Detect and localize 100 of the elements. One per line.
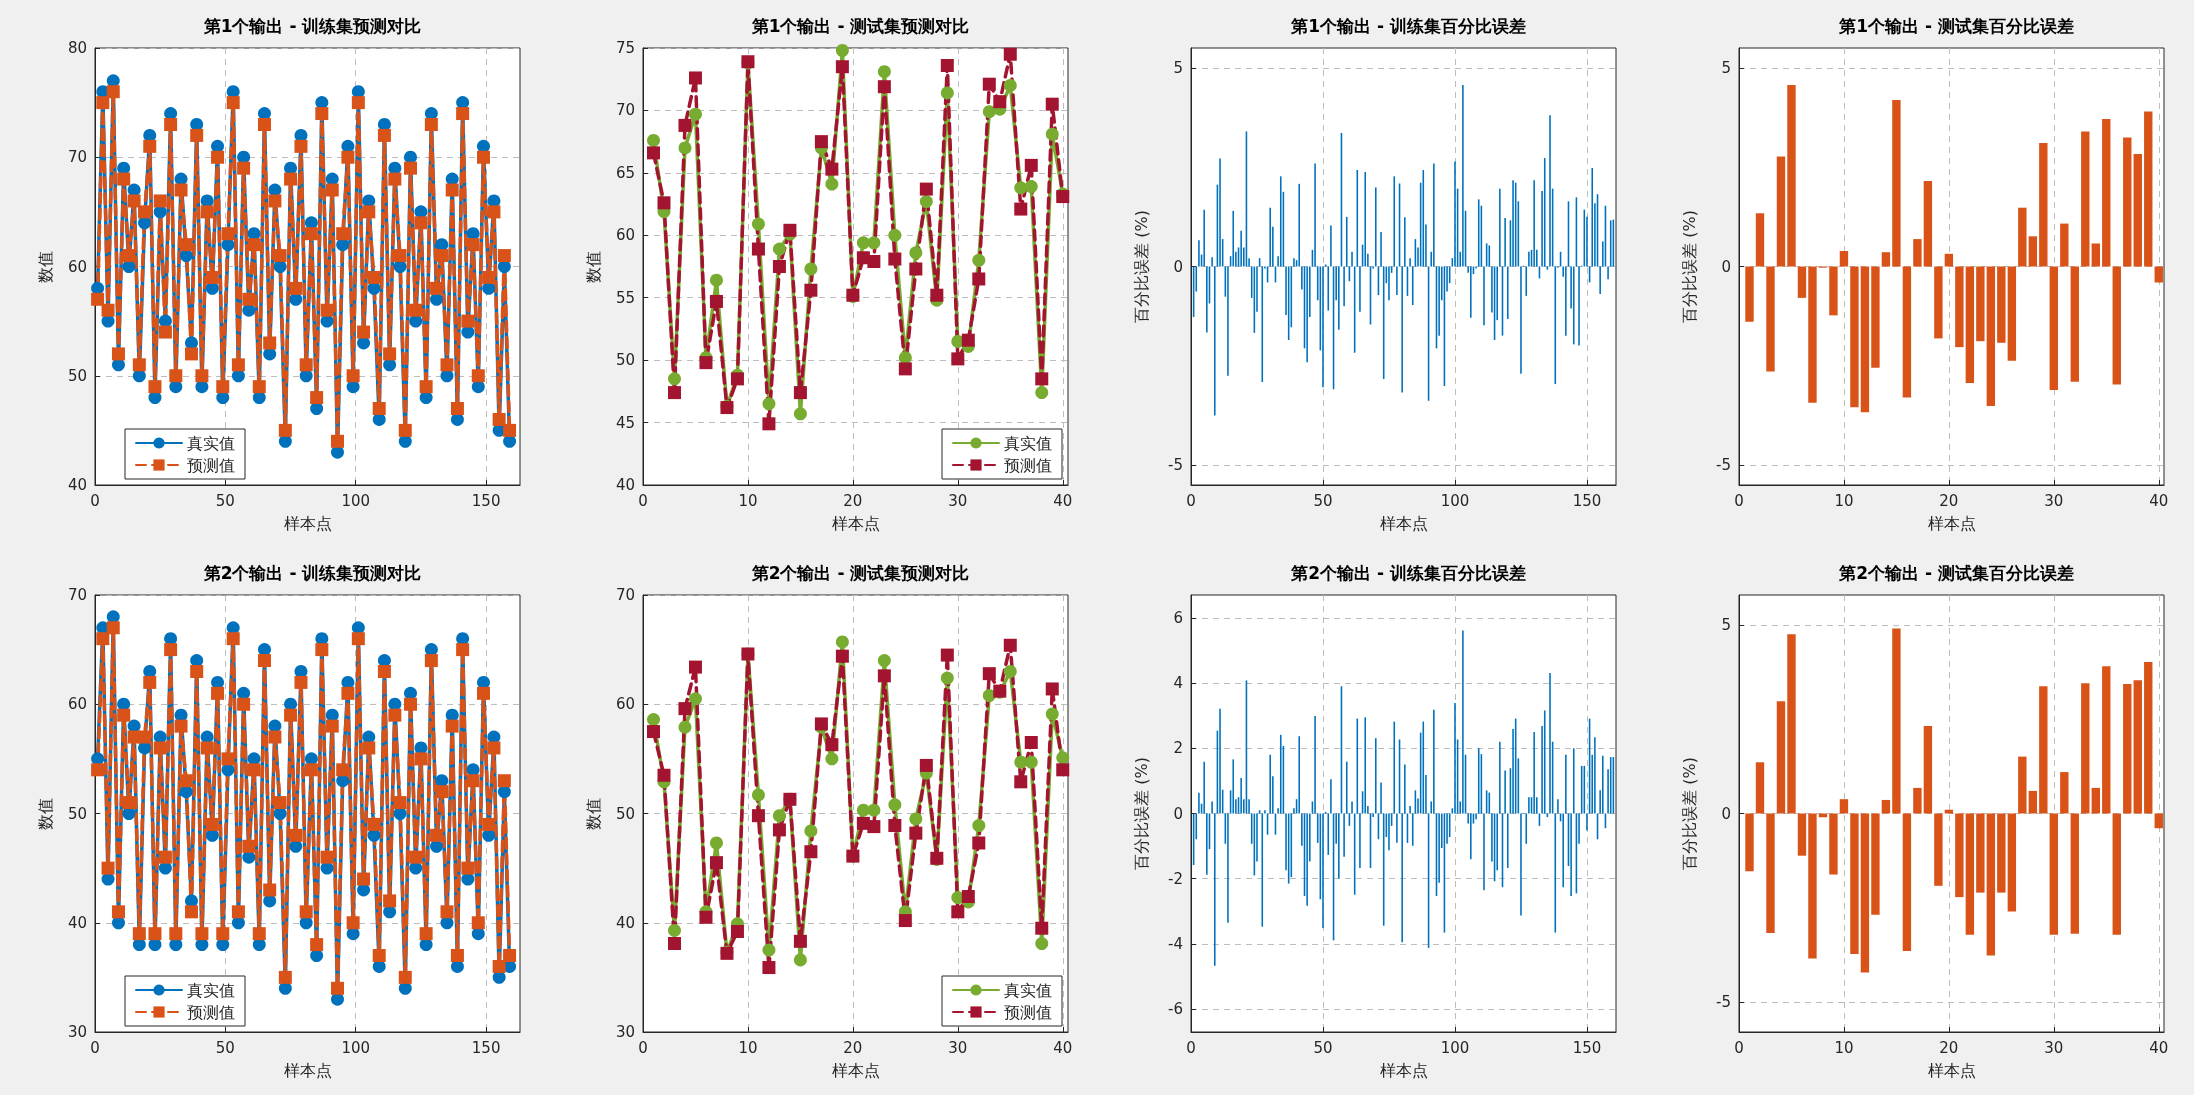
bar bbox=[1881, 799, 1891, 814]
x-tick-label: 100 bbox=[1440, 1038, 1470, 1057]
point bbox=[1014, 202, 1028, 216]
y-tick-label: 45 bbox=[615, 413, 635, 432]
point bbox=[867, 803, 881, 817]
bar bbox=[2007, 266, 2017, 361]
point bbox=[888, 252, 902, 266]
x-tick-label: 150 bbox=[1572, 1038, 1602, 1057]
point bbox=[930, 288, 944, 302]
y-tick-label: -4 bbox=[1168, 934, 1183, 953]
y-tick-label: -5 bbox=[1716, 456, 1731, 475]
point bbox=[835, 635, 849, 649]
bar bbox=[1871, 813, 1880, 915]
point bbox=[825, 752, 839, 766]
bar bbox=[1892, 628, 1901, 814]
point bbox=[888, 798, 902, 812]
point bbox=[1003, 47, 1017, 61]
bar bbox=[2049, 813, 2059, 935]
bar bbox=[1755, 762, 1765, 814]
bar bbox=[2144, 662, 2153, 814]
point bbox=[804, 845, 818, 859]
point bbox=[793, 386, 807, 400]
point bbox=[699, 910, 713, 924]
y-axis-title: 数值 bbox=[583, 797, 603, 830]
y-tick-label: 0 bbox=[1173, 804, 1183, 823]
y-tick-label: -6 bbox=[1168, 1000, 1183, 1019]
legend-label: 预测值 bbox=[187, 1002, 235, 1022]
x-axis-title: 样本点 bbox=[1379, 513, 1428, 533]
bar bbox=[1755, 213, 1765, 267]
point bbox=[1014, 755, 1028, 769]
point bbox=[867, 820, 881, 834]
x-tick-label: 0 bbox=[1734, 1038, 1744, 1057]
y-tick-label: 60 bbox=[67, 257, 87, 276]
x-tick-label: 20 bbox=[1939, 491, 1959, 510]
y-tick-label: 40 bbox=[615, 476, 635, 494]
x-tick-label: 50 bbox=[1313, 1038, 1333, 1057]
point bbox=[1024, 158, 1038, 172]
point bbox=[762, 397, 776, 411]
point bbox=[804, 283, 818, 297]
point bbox=[678, 702, 692, 716]
x-tick-label: 20 bbox=[843, 491, 863, 510]
y-tick-label: 50 bbox=[67, 804, 87, 823]
y-tick-label: 70 bbox=[67, 586, 87, 604]
chart-title: 第1个输出 - 训练集百分比误差 bbox=[1290, 15, 1526, 36]
bar bbox=[2123, 137, 2132, 267]
bar bbox=[2091, 787, 2100, 814]
x-tick-label: 150 bbox=[1572, 491, 1602, 510]
point bbox=[972, 836, 986, 850]
point bbox=[657, 196, 671, 210]
point bbox=[877, 669, 891, 683]
bar bbox=[1986, 266, 1996, 406]
point bbox=[762, 417, 776, 431]
bar bbox=[2070, 266, 2079, 382]
bar bbox=[1965, 813, 1975, 935]
point bbox=[919, 195, 933, 209]
point bbox=[1056, 763, 1070, 777]
point bbox=[793, 953, 807, 967]
y-axis-title: 百分比误差 (%) bbox=[1131, 210, 1151, 323]
y-axis-title: 百分比误差 (%) bbox=[1679, 210, 1699, 323]
point bbox=[877, 65, 891, 79]
y-tick-label: 2 bbox=[1173, 739, 1183, 758]
point bbox=[1035, 937, 1049, 950]
y-tick-label: 80 bbox=[67, 39, 87, 57]
x-tick-label: 30 bbox=[948, 1038, 968, 1057]
bar bbox=[1860, 266, 1870, 413]
bar bbox=[2123, 683, 2132, 814]
point bbox=[709, 856, 723, 870]
y-tick-label: 0 bbox=[1721, 257, 1731, 276]
point bbox=[647, 713, 660, 727]
x-tick-label: 50 bbox=[215, 491, 235, 510]
point bbox=[1003, 78, 1017, 92]
point bbox=[1024, 755, 1038, 769]
x-tick-label: 20 bbox=[843, 1038, 863, 1057]
bar bbox=[2081, 131, 2090, 267]
legend-label: 预测值 bbox=[1004, 455, 1052, 475]
x-tick-label: 10 bbox=[738, 491, 758, 510]
y-tick-label: 50 bbox=[615, 351, 635, 370]
point bbox=[951, 352, 965, 366]
point bbox=[1035, 386, 1049, 400]
x-tick-label: 10 bbox=[1834, 491, 1854, 510]
bar bbox=[2112, 266, 2121, 385]
bar bbox=[1944, 253, 1954, 267]
bar bbox=[1976, 266, 1985, 342]
bar bbox=[1997, 266, 2006, 343]
x-axis-title: 样本点 bbox=[1927, 513, 1976, 533]
point bbox=[1003, 664, 1017, 678]
point bbox=[919, 182, 933, 196]
x-tick-label: 10 bbox=[738, 1038, 758, 1057]
point bbox=[961, 333, 975, 347]
bar bbox=[1976, 813, 1985, 893]
point bbox=[867, 236, 881, 250]
bar bbox=[1902, 813, 1912, 951]
y-tick-label: 6 bbox=[1173, 608, 1183, 627]
point bbox=[772, 823, 786, 837]
legend-label: 真实值 bbox=[1004, 980, 1052, 1000]
point bbox=[751, 788, 765, 802]
bar bbox=[2049, 266, 2059, 391]
point bbox=[909, 812, 923, 826]
bar bbox=[2091, 243, 2100, 267]
x-tick-label: 10 bbox=[1834, 1038, 1854, 1057]
